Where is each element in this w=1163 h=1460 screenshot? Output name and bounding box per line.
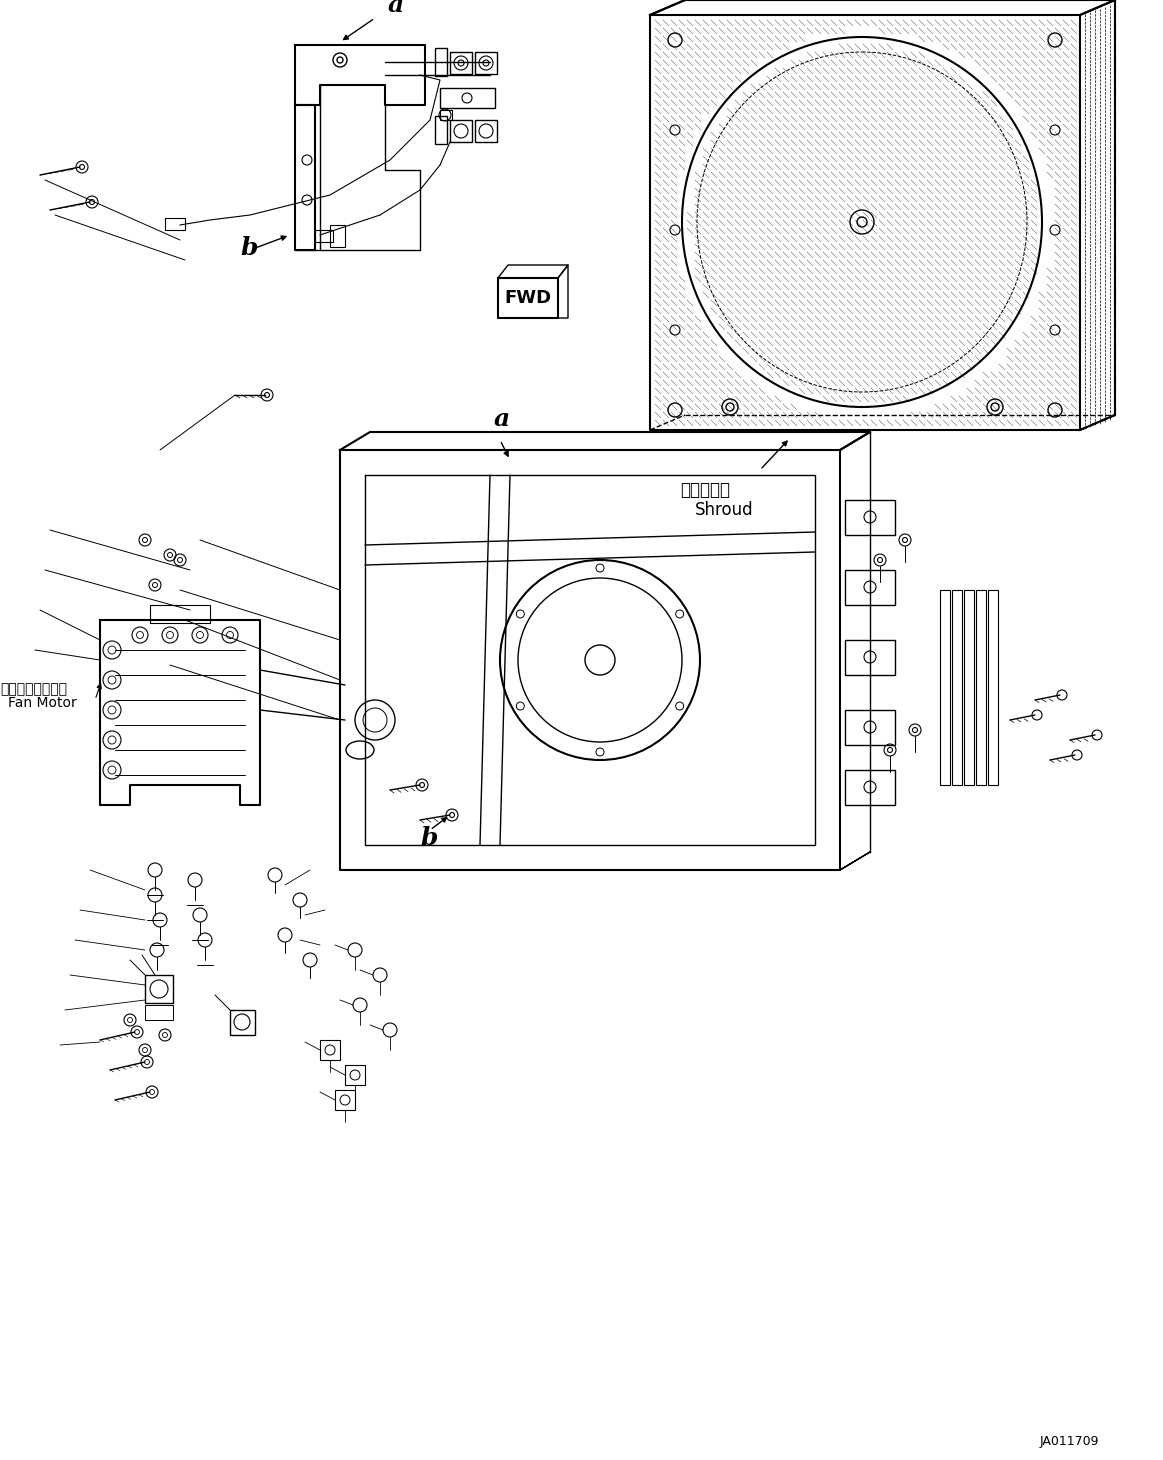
Text: JA011709: JA011709	[1040, 1435, 1099, 1448]
Bar	[846, 499, 896, 534]
Bar	[230, 1010, 255, 1035]
Bar	[846, 769, 896, 804]
Bar	[150, 604, 211, 623]
Text: Shroud: Shroud	[695, 501, 754, 518]
Bar	[976, 590, 986, 785]
Bar	[330, 225, 345, 247]
Text: a: a	[388, 0, 405, 18]
Bar	[964, 590, 973, 785]
Bar	[846, 569, 896, 604]
Text: b: b	[240, 237, 257, 260]
Bar	[940, 590, 950, 785]
Bar	[315, 231, 333, 242]
Bar	[435, 48, 447, 76]
Bar	[440, 88, 495, 108]
Text: a: a	[494, 407, 511, 431]
Text: b: b	[420, 826, 437, 850]
Bar	[846, 639, 896, 675]
Bar	[435, 115, 447, 145]
Bar	[165, 218, 185, 231]
Bar	[345, 1064, 365, 1085]
Bar	[952, 590, 962, 785]
Bar	[475, 120, 497, 142]
Bar	[475, 53, 497, 74]
Bar	[450, 120, 472, 142]
Text: Fan Motor: Fan Motor	[8, 696, 77, 710]
Text: インファンモータ: インファンモータ	[0, 682, 67, 696]
Bar	[989, 590, 998, 785]
Text: シュラウド: シュラウド	[680, 480, 730, 499]
Bar	[335, 1091, 355, 1110]
Bar	[846, 710, 896, 745]
Bar	[320, 1040, 340, 1060]
Bar	[145, 1004, 173, 1021]
Bar	[440, 110, 452, 120]
Bar	[145, 975, 173, 1003]
Text: FWD: FWD	[505, 289, 551, 307]
Bar	[450, 53, 472, 74]
